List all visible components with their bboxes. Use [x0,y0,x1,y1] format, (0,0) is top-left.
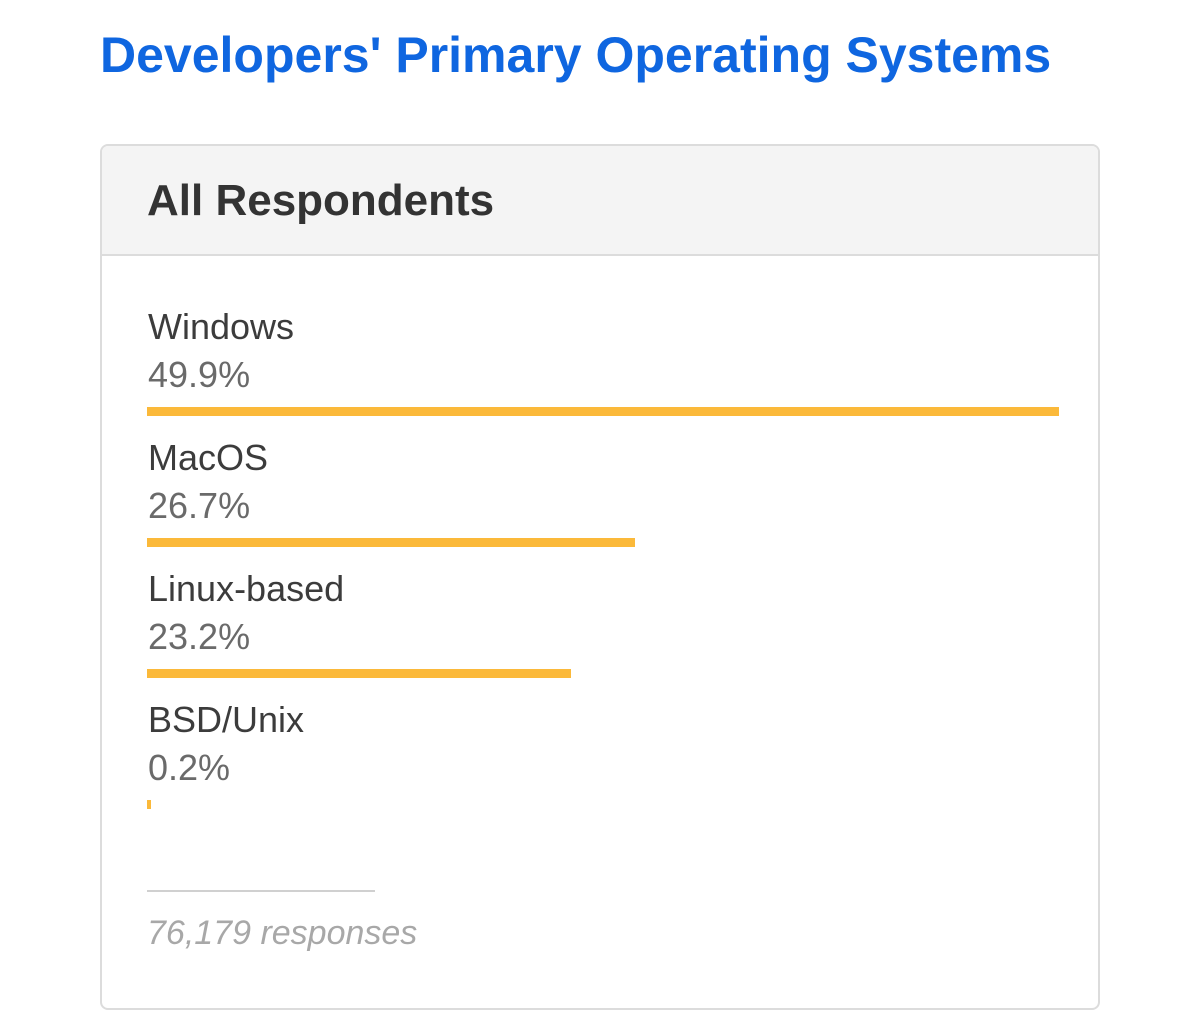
bar-chart: Windows 49.9% MacOS 26.7% Linux-based 23.2% BS… [147,298,1059,822]
card-header-title: All Respondents [147,176,495,225]
bar [147,407,1059,416]
bar-track [147,669,1059,678]
bar-track [147,538,1059,547]
bar [147,800,151,809]
bar [147,538,635,547]
bar-track [147,407,1059,416]
page-title: Developers' Primary Operating Systems [100,27,1052,83]
value-label: 23.2% [148,616,251,657]
bar-track [147,800,1059,809]
chart-row: BSD/Unix 0.2% [147,691,1059,822]
category-label: Linux-based [148,568,345,609]
bar [147,669,571,678]
value-label: 0.2% [148,747,231,788]
results-card: All Respondents Windows 49.9% MacOS 26.7% Li… [100,144,1100,1010]
category-label: Windows [148,306,295,347]
responses-count: 76,179 responses [147,914,418,952]
value-label: 26.7% [148,485,251,526]
category-label: BSD/Unix [148,699,305,740]
chart-row: Windows 49.9% [147,298,1059,429]
footer-divider [147,890,375,892]
value-label: 49.9% [148,354,251,395]
category-label: MacOS [148,437,269,478]
card-header: All Respondents [102,146,1098,256]
chart-row: Linux-based 23.2% [147,560,1059,691]
chart-row: MacOS 26.7% [147,429,1059,560]
